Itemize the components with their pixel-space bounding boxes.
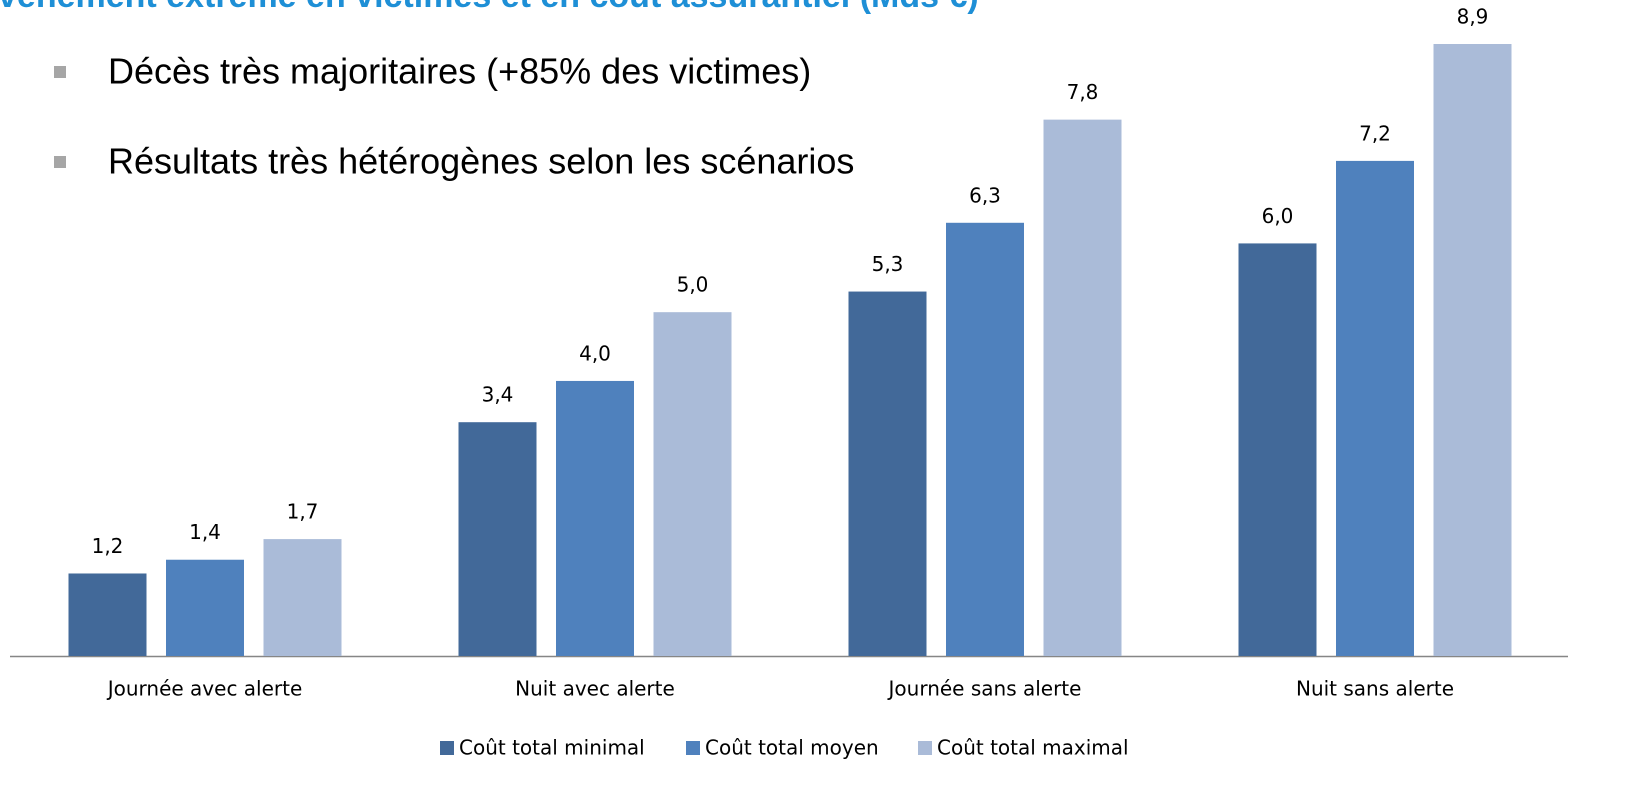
data-label: 4,0: [579, 341, 611, 365]
legend-swatch: [918, 741, 932, 755]
x-tick-label: Nuit sans alerte: [1296, 677, 1454, 701]
bar: [263, 539, 342, 656]
data-label: 7,2: [1359, 121, 1391, 145]
bar: [556, 380, 634, 656]
data-label: 1,2: [92, 534, 124, 558]
data-label: 1,7: [287, 500, 319, 524]
data-label: 6,3: [969, 183, 1001, 207]
bar: [166, 559, 244, 656]
data-label: 8,9: [1457, 5, 1489, 29]
x-tick-label: Journée avec alerte: [106, 677, 303, 701]
bar: [1043, 119, 1122, 657]
legend-label: Coût total maximal: [937, 736, 1129, 760]
data-label: 3,4: [482, 383, 514, 407]
data-label: 5,0: [677, 273, 709, 297]
bullet-icon: [54, 156, 66, 168]
bullet-icon: [54, 66, 66, 78]
bar: [1238, 243, 1317, 657]
data-label: 7,8: [1067, 80, 1099, 104]
x-tick-label: Journée sans alerte: [887, 677, 1082, 701]
legend-label: Coût total minimal: [459, 736, 645, 760]
data-label: 1,4: [189, 520, 221, 544]
bar: [848, 291, 927, 656]
legend-swatch: [686, 741, 700, 755]
bar: [68, 573, 147, 656]
x-tick-label: Nuit avec alerte: [515, 677, 675, 701]
bar: [946, 222, 1024, 657]
bar: [458, 422, 537, 656]
data-label: 5,3: [872, 252, 904, 276]
bar: [1433, 44, 1512, 656]
data-label: 6,0: [1262, 204, 1294, 228]
bullet-text: Décès très majoritaires (+85% des victim…: [108, 51, 811, 92]
legend-swatch: [440, 741, 454, 755]
bullet-text: Résultats très hétérogènes selon les scé…: [108, 141, 854, 182]
slide-title: vènement extrême en victimes et en coût …: [0, 0, 979, 15]
legend-label: Coût total moyen: [705, 736, 879, 760]
bar: [1336, 160, 1414, 657]
bar: [653, 312, 732, 656]
